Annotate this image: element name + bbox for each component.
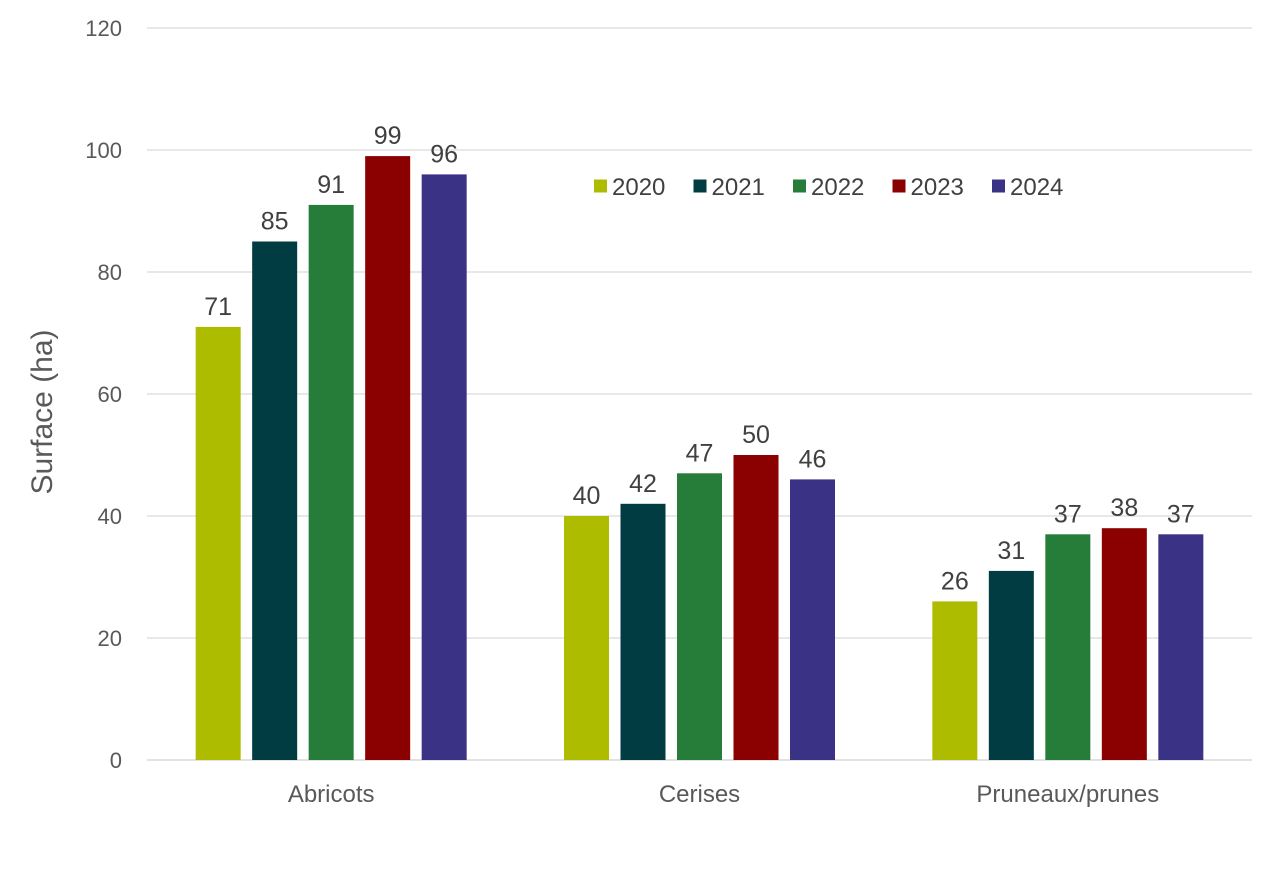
legend-swatch-2020: [594, 179, 607, 193]
legend-swatch-2021: [693, 179, 707, 193]
data-label: 42: [629, 470, 657, 498]
category-label: Pruneaux/prunes: [976, 781, 1159, 808]
legend: 2020 2021 2022 2023 2024: [594, 174, 1063, 201]
legend-swatch-2024: [992, 179, 1005, 193]
bar-cerises-2020: [564, 516, 609, 760]
data-label: 37: [1054, 500, 1082, 528]
data-label: 71: [204, 293, 232, 321]
bar-pruneaux-prunes-2021: [988, 570, 1034, 760]
legend-swatch-2023: [892, 179, 906, 193]
bar-pruneaux-prunes-2022: [1045, 534, 1091, 760]
data-label: 96: [430, 140, 458, 168]
legend-label: 2023: [911, 174, 964, 201]
bar-pruneaux-prunes-2024: [1158, 534, 1204, 760]
data-label: 46: [799, 445, 827, 473]
bar-cerises-2024: [790, 479, 835, 760]
y-tick-label: 80: [98, 260, 122, 285]
y-tick-label: 20: [98, 626, 122, 651]
legend-label: 2024: [1010, 174, 1063, 201]
bar-cerises-2023: [733, 455, 779, 760]
data-label: 91: [317, 171, 345, 199]
category-label: Abricots: [288, 781, 375, 808]
y-tick-label: 100: [85, 138, 122, 163]
bar-cerises-2021: [620, 503, 666, 760]
y-axis-title: Surface (ha): [26, 329, 59, 494]
data-label: 37: [1167, 500, 1195, 528]
bar-abricots-2024: [421, 174, 467, 760]
data-label: 50: [742, 421, 770, 449]
data-label: 31: [997, 537, 1025, 565]
y-axis-ticks: 0 20 40 60 80 100 120: [85, 16, 122, 773]
data-label: 99: [374, 122, 402, 150]
y-tick-label: 120: [85, 16, 122, 41]
x-axis-categories: Abricots Cerises Pruneaux/prunes: [288, 781, 1159, 808]
data-label: 85: [261, 208, 289, 236]
y-tick-label: 40: [98, 504, 122, 529]
legend-label: 2022: [811, 174, 864, 201]
bar-abricots-2022: [308, 204, 354, 760]
y-tick-label: 0: [110, 748, 122, 773]
bar-abricots-2023: [365, 156, 411, 761]
legend-swatch-2022: [793, 179, 806, 193]
bar-cerises-2022: [677, 473, 722, 760]
data-label: 26: [941, 567, 969, 595]
data-labels: 71 85 91 99 96 40 42 47 50 46 26 31 37 38 37: [204, 122, 1194, 595]
bar-pruneaux-prunes-2023: [1101, 528, 1147, 760]
legend-label: 2020: [612, 174, 665, 201]
bars: [195, 156, 1204, 761]
bar-pruneaux-prunes-2020: [932, 601, 978, 760]
legend-label: 2021: [712, 174, 765, 201]
bar-abricots-2020: [195, 326, 241, 760]
y-tick-label: 60: [98, 382, 122, 407]
data-label: 40: [573, 482, 601, 510]
category-label: Cerises: [659, 781, 740, 808]
bar-abricots-2021: [252, 241, 298, 760]
data-label: 38: [1110, 494, 1138, 522]
data-label: 47: [686, 439, 714, 467]
